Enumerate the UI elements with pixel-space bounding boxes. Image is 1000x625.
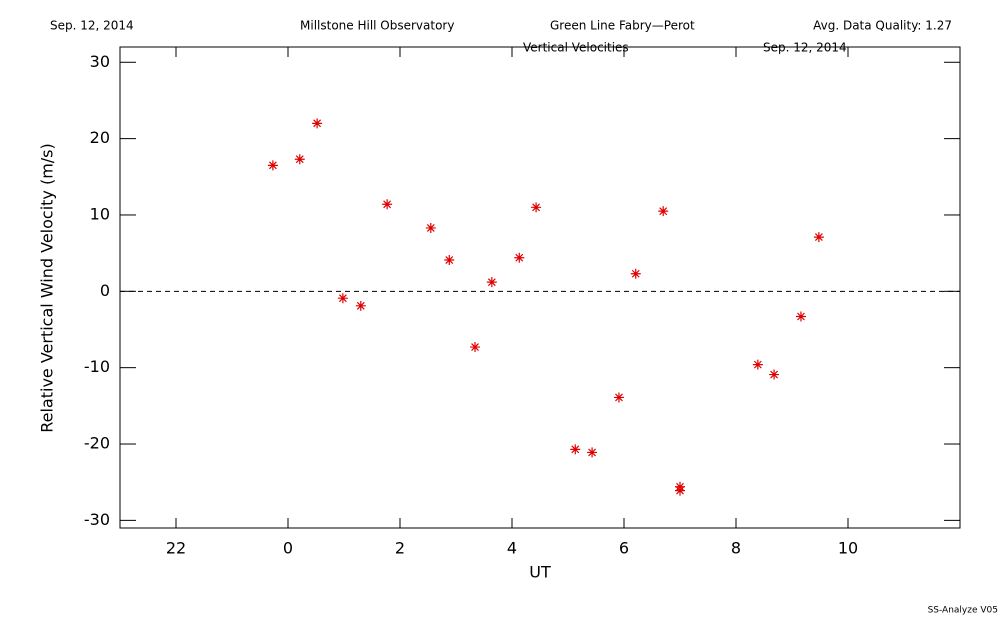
x-axis-label: UT	[529, 563, 551, 582]
data-point	[470, 342, 481, 353]
data-point	[355, 300, 366, 311]
x-tick-label: 22	[166, 539, 186, 558]
header-date: Sep. 12, 2014	[50, 19, 134, 33]
header-instrument: Green Line Fabry—Perot	[550, 19, 695, 33]
y-axis-label: Relative Vertical Wind Velocity (m/s)	[38, 143, 57, 433]
header-observatory: Millstone Hill Observatory	[300, 19, 454, 33]
data-point	[425, 222, 436, 233]
data-point	[658, 206, 669, 217]
data-point	[444, 255, 455, 266]
data-point	[795, 311, 806, 322]
data-point	[570, 444, 581, 455]
data-point	[337, 293, 348, 304]
y-tick-label: 10	[90, 204, 110, 223]
data-point	[486, 277, 497, 288]
data-point	[769, 369, 780, 380]
data-point	[675, 485, 685, 496]
y-tick-label: -20	[84, 434, 110, 453]
footer: SS-Analyze V05	[928, 606, 998, 616]
data-point	[312, 118, 323, 129]
x-tick-label: 0	[283, 539, 293, 558]
x-tick-label: 6	[619, 539, 629, 558]
header-quality: Avg. Data Quality: 1.27	[813, 19, 952, 33]
data-point	[514, 252, 525, 263]
y-tick-label: -30	[84, 510, 110, 529]
data-point	[382, 199, 393, 210]
data-point	[531, 202, 542, 213]
data-point	[630, 268, 641, 279]
data-point	[587, 447, 598, 458]
data-point	[752, 359, 763, 370]
plot-frame	[119, 46, 961, 529]
y-tick-label: -10	[84, 357, 110, 376]
y-tick-label: 30	[90, 52, 110, 71]
data-point	[267, 160, 278, 171]
x-tick-label: 8	[731, 539, 741, 558]
data-point	[813, 232, 824, 243]
x-tick-label: 4	[507, 539, 517, 558]
x-tick-label: 2	[395, 539, 405, 558]
y-tick-label: 0	[100, 281, 110, 300]
x-tick-label: 10	[838, 539, 858, 558]
data-point	[613, 392, 624, 403]
data-point	[294, 154, 305, 165]
y-tick-label: 20	[90, 128, 110, 147]
